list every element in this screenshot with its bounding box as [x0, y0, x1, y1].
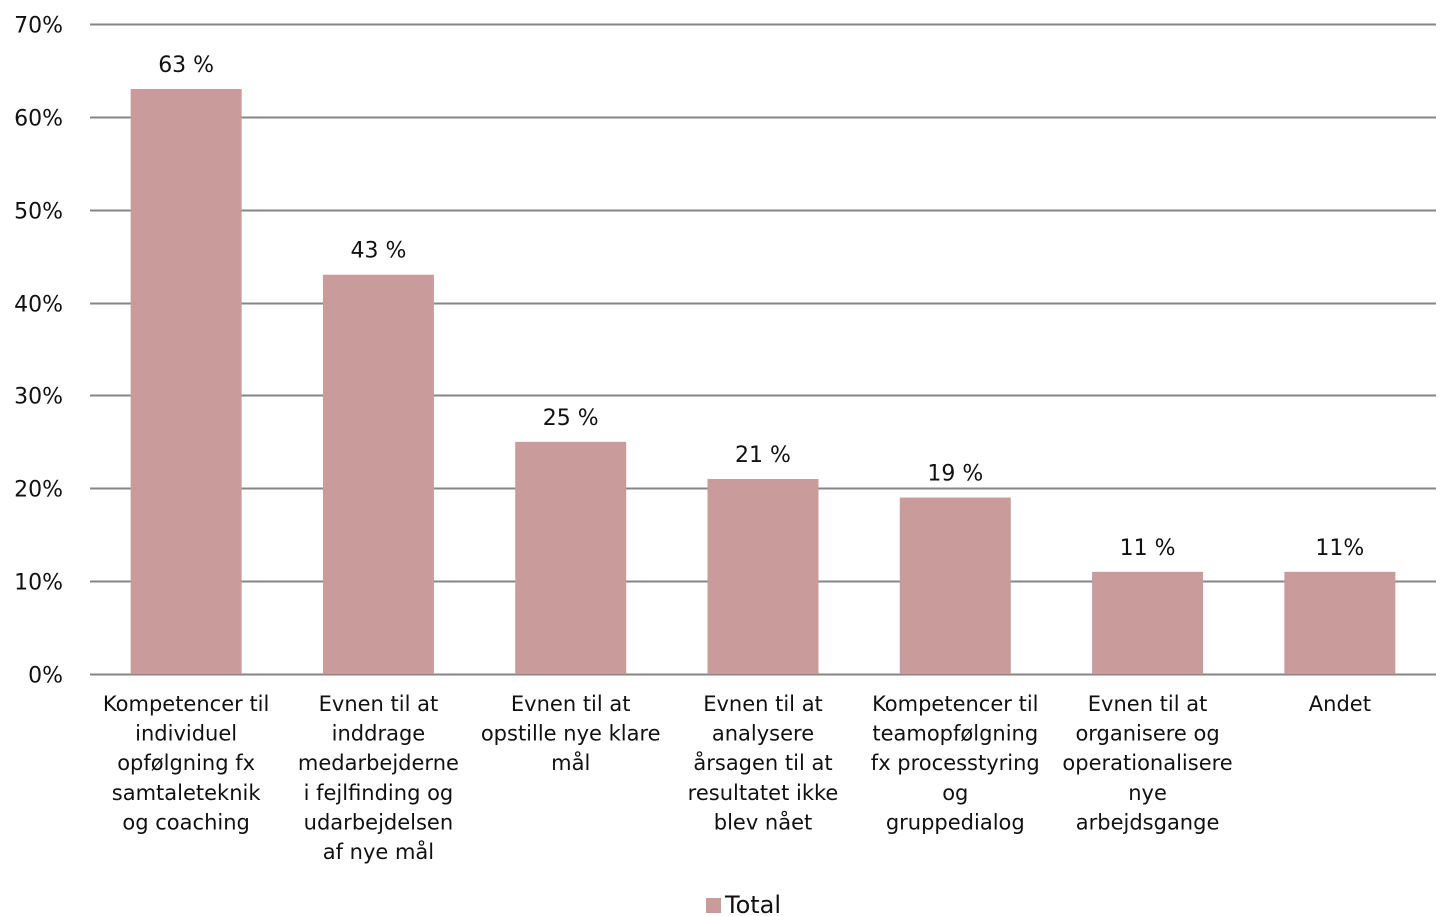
x-category-label-7: Andet [1309, 692, 1371, 716]
y-tick-label-20: 20% [14, 478, 63, 503]
y-tick-label-40: 40% [14, 293, 63, 318]
y-tick-label-30: 30% [14, 385, 63, 410]
legend-swatch-total [706, 898, 721, 913]
x-category-label-2: Evnen til at inddrage medarbejderne i fejlf… [298, 692, 459, 864]
y-axis-tick-labels: 0% 10% 20% 30% 40% 50% 60% 70% [14, 14, 63, 689]
data-label-3: 25 % [543, 406, 599, 431]
x-category-label-6: Evnen til at organisere og operationaliser… [1062, 692, 1232, 834]
y-tick-label-10: 10% [14, 571, 63, 596]
data-label-7: 11% [1315, 536, 1364, 561]
y-tick-label-60: 60% [14, 107, 63, 132]
legend-label-total: Total [724, 891, 781, 916]
bar-3 [515, 441, 627, 674]
x-category-label-3: Evnen til at opstille nye klare mål [481, 692, 661, 775]
y-tick-label-70: 70% [14, 14, 63, 39]
data-label-6: 11 % [1120, 536, 1176, 561]
data-label-5: 19 % [927, 462, 983, 487]
bar-4 [707, 479, 819, 674]
data-label-4: 21 % [735, 443, 791, 468]
bar-7 [1284, 571, 1396, 674]
bar-2 [322, 274, 434, 674]
x-axis-category-labels: Kompetencer til individuel opfølgning fx sa… [103, 692, 1371, 864]
bar-5 [899, 497, 1011, 674]
bar-6 [1092, 571, 1204, 674]
data-label-2: 43 % [350, 239, 406, 264]
data-labels: 63 % 43 % 25 % 21 % 19 % 11 % 11% [158, 53, 1364, 561]
bar-1 [130, 89, 242, 674]
x-category-label-1: Kompetencer til individuel opfølgning fx sa… [103, 692, 269, 834]
x-category-label-4: Evnen til at analysere årsagen til at resul… [688, 692, 839, 834]
y-tick-label-50: 50% [14, 200, 63, 225]
legend: Total [706, 891, 781, 916]
y-tick-label-0: 0% [28, 664, 63, 689]
bars [130, 89, 1396, 674]
data-label-1: 63 % [158, 53, 214, 78]
x-category-label-5: Kompetencer til teamopfølgning fx processt… [871, 692, 1040, 834]
